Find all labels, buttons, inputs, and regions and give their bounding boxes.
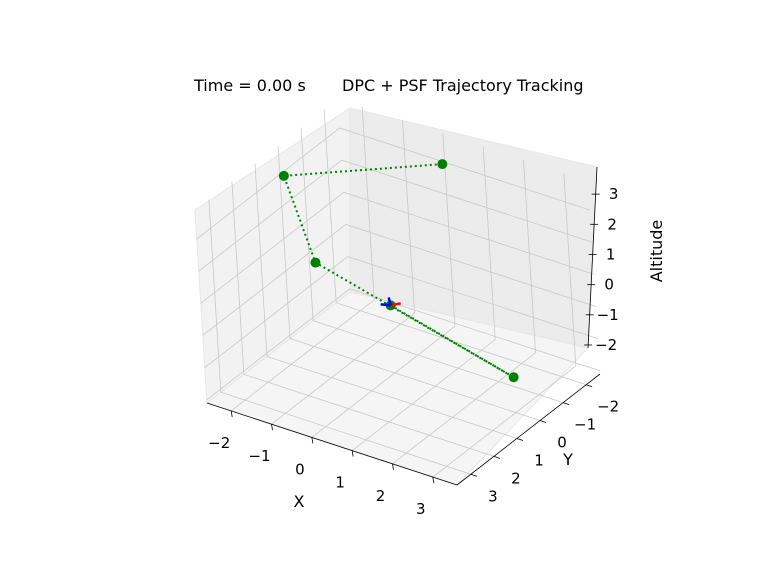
x-tick — [351, 450, 354, 457]
gridline-x — [230, 106, 375, 412]
z-axis-label: Altitude — [647, 220, 666, 283]
y-tick — [562, 402, 570, 406]
y-tick — [493, 455, 501, 459]
gridline-y — [277, 145, 541, 421]
z-tick-label: 1 — [606, 245, 616, 263]
gridline-x — [351, 146, 496, 451]
x-tick — [271, 424, 273, 431]
z-tick-label: −2 — [595, 336, 617, 354]
y-axis-line — [456, 373, 601, 486]
gridline-y — [300, 127, 564, 404]
gridline-x — [392, 159, 536, 465]
body-z-axis — [387, 297, 392, 306]
x-tick-label: 1 — [335, 474, 345, 492]
gridline-x — [271, 120, 415, 425]
y-tick — [470, 473, 477, 477]
waypoint-marker — [278, 170, 289, 181]
x-tick-label: 0 — [295, 460, 305, 478]
body-y-axis — [380, 303, 391, 307]
gridline-z — [204, 256, 598, 368]
chart-title: DPC + PSF Trajectory Tracking — [342, 76, 584, 95]
y-tick — [516, 438, 524, 441]
gridline-z — [200, 191, 594, 304]
x-tick — [432, 476, 435, 484]
z-tick-label: 0 — [604, 276, 614, 294]
gridline-y — [231, 181, 495, 457]
axis-lines — [206, 166, 601, 486]
y-tick-label: 1 — [534, 451, 544, 469]
gridline-z — [198, 159, 592, 272]
gridline-x — [311, 133, 456, 438]
x-axis-line — [206, 402, 458, 486]
z-tick-label: −1 — [597, 306, 619, 324]
gridline-y — [208, 199, 471, 475]
x-tick — [230, 410, 233, 418]
gridline-y — [254, 163, 518, 439]
x-tick-label: −2 — [208, 434, 230, 452]
axes-panes — [194, 107, 598, 486]
x-tick — [392, 463, 394, 470]
time-label: Time = 0.00 s — [193, 76, 306, 95]
gridline-z — [206, 288, 600, 401]
x-tick — [311, 437, 314, 444]
gridlines — [196, 106, 600, 478]
y-axis-label: Y — [562, 450, 573, 469]
waypoint-marker — [310, 257, 321, 268]
z-axis-line — [587, 166, 598, 349]
body-frame-axes — [380, 297, 401, 307]
gridline-y — [323, 109, 587, 386]
y-tick — [539, 420, 547, 423]
y-tick — [586, 384, 593, 388]
x-tick-label: 3 — [416, 500, 426, 518]
y-tick-label: −1 — [574, 416, 596, 434]
y-tick-label: −2 — [597, 398, 619, 416]
x-tick-label: −1 — [248, 447, 270, 465]
waypoint-marker — [437, 159, 448, 170]
y-tick-label: 2 — [511, 469, 521, 487]
y-tick-label: 0 — [557, 434, 567, 452]
waypoint-markers — [278, 159, 519, 383]
x-axis-label: X — [294, 492, 305, 511]
body-x-axis — [390, 302, 401, 307]
z-tick-label: 3 — [609, 185, 619, 203]
gridline-x — [432, 173, 577, 478]
x-tick-label: 2 — [376, 487, 386, 505]
y-tick-label: 3 — [488, 487, 498, 505]
gridline-z — [202, 224, 596, 336]
gridline-z — [196, 127, 590, 240]
z-tick-label: 2 — [607, 215, 617, 233]
waypoint-marker — [508, 372, 519, 383]
